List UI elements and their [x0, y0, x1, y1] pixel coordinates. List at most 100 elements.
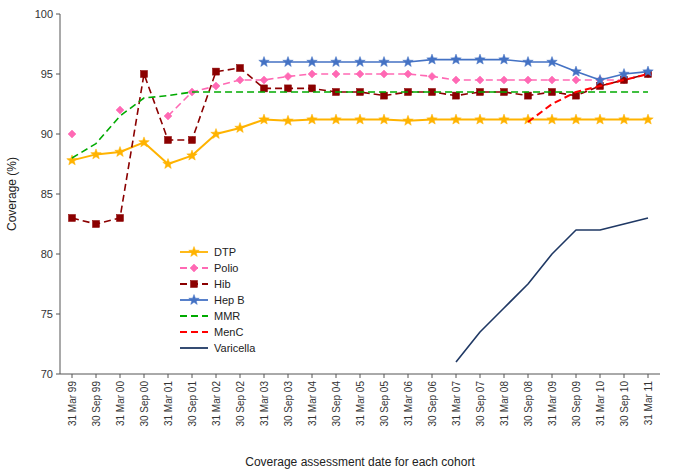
x-tick — [432, 374, 433, 378]
legend-swatch — [180, 331, 208, 333]
series-marker — [165, 137, 172, 144]
legend-item: Varicella — [180, 342, 256, 354]
series-marker — [259, 114, 269, 124]
x-tick — [144, 374, 145, 378]
x-tick-label: 30 Sep 05 — [379, 381, 390, 427]
x-tick-label: 30 Sep 09 — [571, 381, 582, 427]
x-tick — [528, 374, 529, 378]
y-tick-label: 70 — [41, 368, 53, 380]
x-tick-label: 30 Sep 08 — [523, 381, 534, 427]
series-marker — [548, 76, 556, 84]
x-tick — [192, 374, 193, 378]
series-marker — [213, 68, 220, 75]
x-tick — [480, 374, 481, 378]
series-marker — [452, 76, 460, 84]
legend-swatch — [180, 347, 208, 349]
x-tick-label: 31 Mar 07 — [451, 381, 462, 426]
x-tick-label: 30 Sep 04 — [331, 381, 342, 427]
y-tick-label: 90 — [41, 128, 53, 140]
series-marker — [379, 57, 389, 67]
x-tick-label: 31 Mar 05 — [355, 381, 366, 426]
series-marker — [525, 92, 532, 99]
series-marker — [427, 114, 437, 124]
x-tick-label: 31 Mar 04 — [307, 381, 318, 426]
series-marker — [524, 76, 532, 84]
series — [69, 65, 652, 228]
x-tick-label: 31 Mar 00 — [115, 381, 126, 426]
series-marker — [163, 159, 173, 169]
x-tick — [624, 374, 625, 378]
x-tick — [168, 374, 169, 378]
x-tick-label: 31 Mar 11 — [643, 381, 654, 426]
series-marker — [356, 70, 364, 78]
series-marker — [379, 114, 389, 124]
series-marker — [381, 92, 388, 99]
series-marker — [307, 114, 317, 124]
series — [72, 92, 648, 158]
series-marker — [117, 215, 124, 222]
series-marker — [476, 76, 484, 84]
series-marker — [380, 70, 388, 78]
series-marker — [331, 114, 341, 124]
series-marker — [547, 57, 557, 67]
y-tick — [56, 374, 60, 375]
series-marker — [235, 123, 245, 133]
series-marker — [189, 137, 196, 144]
series-marker — [260, 76, 268, 84]
legend: DTPPolioHibHep BMMRMenCVaricella — [180, 246, 256, 354]
series-marker — [69, 215, 76, 222]
x-tick-label: 30 Sep 06 — [427, 381, 438, 427]
series-marker — [308, 70, 316, 78]
series-marker — [164, 112, 172, 120]
x-tick — [504, 374, 505, 378]
legend-label: Polio — [214, 262, 238, 274]
series-marker — [619, 69, 629, 79]
series-marker — [211, 129, 221, 139]
x-tick-label: 31 Mar 02 — [211, 381, 222, 426]
x-tick-label: 30 Sep 07 — [475, 381, 486, 427]
series-marker — [332, 70, 340, 78]
x-tick — [240, 374, 241, 378]
series-line — [72, 92, 648, 158]
series-marker — [141, 71, 148, 78]
x-tick-label: 31 Mar 09 — [547, 381, 558, 426]
x-tick — [552, 374, 553, 378]
series-line — [264, 60, 648, 80]
x-tick — [72, 374, 73, 378]
series-marker — [595, 75, 605, 85]
series-marker — [451, 54, 461, 64]
y-tick-label: 80 — [41, 248, 53, 260]
x-tick — [312, 374, 313, 378]
series — [67, 114, 653, 168]
series-marker — [403, 115, 413, 125]
y-tick-label: 95 — [41, 68, 53, 80]
legend-label: MenC — [214, 326, 243, 338]
series — [68, 70, 652, 138]
series-marker — [499, 114, 509, 124]
series-marker — [91, 149, 101, 159]
series-marker — [68, 130, 76, 138]
legend-item: Polio — [180, 262, 238, 274]
x-tick — [456, 374, 457, 378]
legend-item: Hib — [180, 278, 231, 290]
series-marker — [237, 65, 244, 72]
x-tick-label: 30 Sep 02 — [235, 381, 246, 427]
series-marker — [595, 114, 605, 124]
series-marker — [355, 114, 365, 124]
legend-item: DTP — [180, 246, 236, 258]
legend-item: MMR — [180, 310, 240, 322]
series-marker — [355, 57, 365, 67]
series-marker — [619, 114, 629, 124]
y-tick — [56, 194, 60, 195]
series-marker — [404, 70, 412, 78]
x-tick-label: 31 Mar 06 — [403, 381, 414, 426]
series-marker — [261, 85, 268, 92]
x-tick — [576, 374, 577, 378]
series-marker — [309, 85, 316, 92]
series-line — [72, 120, 648, 164]
x-axis-title: Coverage assessment date for each cohort — [245, 455, 475, 469]
x-tick-label: 31 Mar 03 — [259, 381, 270, 426]
legend-marker — [191, 281, 198, 288]
series-marker — [307, 57, 317, 67]
series-marker — [643, 114, 653, 124]
